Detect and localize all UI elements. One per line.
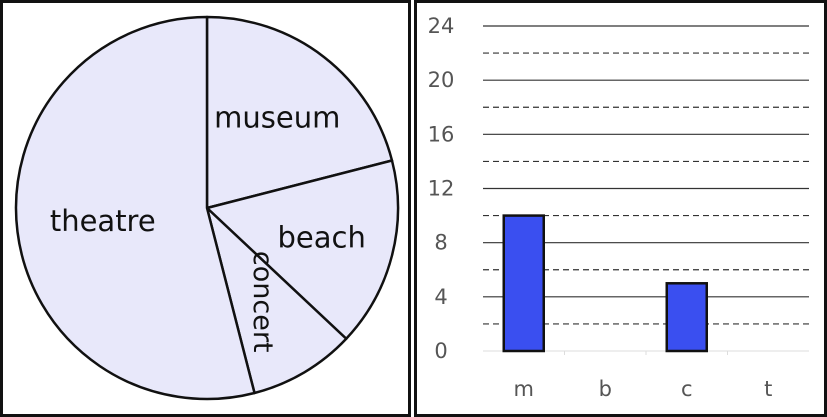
- x-tick-label-b: b: [599, 377, 612, 401]
- bar-chart-grid: 0 4 8 12 16 20 24: [428, 14, 809, 363]
- x-tick-label-m: m: [514, 377, 534, 401]
- pie-label-beach: beach: [278, 220, 366, 254]
- bar-panel-frame: [414, 0, 827, 417]
- y-tick-label: 8: [434, 231, 447, 255]
- y-tick-label: 0: [434, 339, 447, 363]
- x-tick-label-c: c: [681, 377, 693, 401]
- y-tick-label: 16: [428, 122, 455, 146]
- bar-c: [665, 282, 708, 353]
- y-tick-label: 12: [428, 177, 455, 201]
- pie-panel-frame: [0, 0, 411, 417]
- y-tick-label: 4: [434, 285, 447, 309]
- pie-label-concert: concert: [247, 251, 278, 353]
- pie-slice-theatre: [14, 15, 256, 401]
- pie-slice-museum: [205, 15, 394, 210]
- pie-slice-concert: [205, 206, 348, 395]
- pie-label-museum: museum: [214, 100, 340, 134]
- pie-slice-beach: [205, 159, 400, 340]
- y-tick-label: 20: [428, 68, 455, 92]
- bar-m: [502, 214, 545, 353]
- pie-label-theatre: theatre: [50, 204, 156, 238]
- x-tick-label-t: t: [764, 377, 772, 401]
- y-tick-label: 24: [428, 14, 455, 38]
